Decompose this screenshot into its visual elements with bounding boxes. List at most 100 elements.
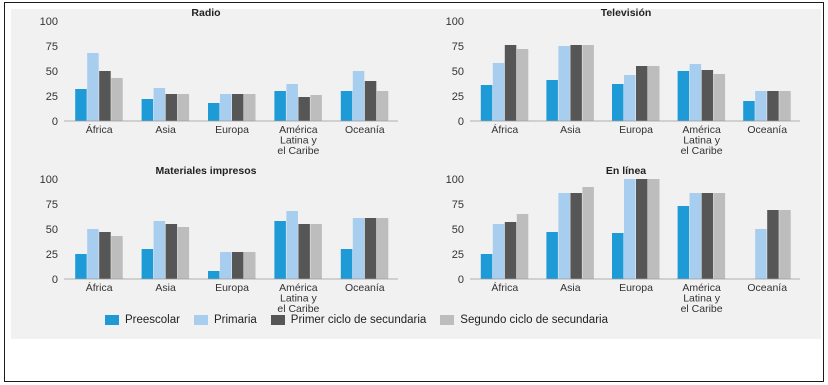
bar-segundo-ciclo-de-secundaria-asia — [582, 45, 594, 121]
legend-label-segundo-ciclo: Segundo ciclo de secundaria — [460, 314, 608, 326]
chart-en-linea: En línea 0 25 50 75 100 África Asia Europa Améric… — [446, 165, 800, 315]
y-tick-label: 0 — [52, 116, 58, 128]
bar-primer-ciclo-de-secundaria-africa — [99, 232, 111, 279]
bar-primaria-africa — [492, 63, 505, 121]
bar-preescolar-america-latina-y-el-caribe — [677, 206, 690, 279]
y-tick-label: 100 — [40, 174, 58, 186]
bar-segundo-ciclo-de-secundaria-asia — [582, 187, 594, 279]
bar-segundo-ciclo-de-secundaria-america-latina-y-el-caribe — [713, 74, 726, 121]
bar-segundo-ciclo-de-secundaria-oceania — [779, 210, 791, 279]
x-tick-label: África — [491, 123, 518, 136]
legend-item-primer-ciclo: Primer ciclo de secundaria — [270, 314, 427, 326]
bar-primer-ciclo-de-secundaria-asia — [570, 45, 582, 121]
bar-preescolar-oceania — [340, 91, 353, 121]
chart-title: Materiales impresos — [156, 165, 257, 177]
bar-primaria-africa — [87, 53, 99, 121]
bar-preescolar-europa — [208, 103, 220, 121]
bar-preescolar-africa — [480, 254, 493, 279]
bar-primer-ciclo-de-secundaria-america-latina-y-el-caribe — [701, 70, 714, 121]
bar-preescolar-europa — [208, 271, 220, 279]
x-tick-label: África — [86, 281, 113, 294]
bar-preescolar-africa — [75, 254, 87, 279]
bar-segundo-ciclo-de-secundaria-africa — [516, 49, 529, 121]
bar-primaria-oceania — [755, 91, 767, 121]
x-tick-label: Oceanía — [747, 124, 787, 136]
bar-preescolar-asia — [546, 232, 558, 279]
bar-segundo-ciclo-de-secundaria-america-latina-y-el-caribe — [713, 193, 726, 279]
bar-segundo-ciclo-de-secundaria-america-latina-y-el-caribe — [310, 224, 322, 279]
bar-segundo-ciclo-de-secundaria-europa — [648, 66, 660, 121]
legend-item-preescolar: Preescolar — [105, 314, 180, 326]
bar-segundo-ciclo-de-secundaria-america-latina-y-el-caribe — [310, 95, 322, 121]
x-tick-label: Europa — [215, 282, 249, 294]
y-tick-label: 25 — [46, 249, 58, 261]
bar-segundo-ciclo-de-secundaria-asia — [177, 94, 190, 121]
bar-primaria-america-latina-y-el-caribe — [689, 64, 702, 121]
x-tick-label: África — [491, 281, 518, 294]
bar-preescolar-asia — [546, 80, 558, 121]
y-tick-label: 25 — [452, 91, 464, 103]
y-tick-label: 0 — [458, 274, 464, 286]
y-tick-label: 75 — [452, 41, 464, 53]
y-tick-label: 75 — [46, 41, 58, 53]
bar-primer-ciclo-de-secundaria-america-latina-y-el-caribe — [298, 224, 310, 279]
x-tick-label: América Latina y el Caribe — [681, 124, 723, 157]
bar-segundo-ciclo-de-secundaria-oceania — [376, 218, 389, 279]
bar-preescolar-asia — [141, 249, 154, 279]
y-tick-label: 75 — [452, 199, 464, 211]
chart-legend: Preescolar Primaria Primer ciclo de secu… — [105, 314, 622, 326]
bar-primer-ciclo-de-secundaria-europa — [636, 179, 648, 279]
legend-label-primer-ciclo: Primer ciclo de secundaria — [290, 314, 427, 326]
legend-swatch-primer-ciclo — [270, 315, 285, 325]
y-tick-label: 50 — [452, 66, 464, 78]
bar-primer-ciclo-de-secundaria-europa — [232, 252, 244, 279]
x-tick-label: Oceanía — [747, 282, 787, 294]
bar-primer-ciclo-de-secundaria-europa — [232, 94, 244, 121]
bar-preescolar-america-latina-y-el-caribe — [274, 221, 286, 279]
chart-materiales-impresos: Materiales impresos 0 25 50 75 100 África Asia E… — [40, 165, 398, 315]
bar-primaria-europa — [624, 179, 636, 279]
x-tick-label: América Latina y el Caribe — [277, 282, 319, 315]
x-tick-label: Europa — [215, 124, 249, 136]
chart-radio: Radio 0 25 50 75 100 África Asia Europa América La… — [40, 7, 398, 157]
bar-primaria-america-latina-y-el-caribe — [689, 193, 702, 279]
bar-segundo-ciclo-de-secundaria-europa — [244, 252, 256, 279]
bar-segundo-ciclo-de-secundaria-africa — [516, 214, 529, 279]
bar-primer-ciclo-de-secundaria-asia — [165, 224, 178, 279]
bar-primaria-oceania — [755, 229, 767, 279]
y-tick-label: 50 — [46, 224, 58, 236]
legend-label-preescolar: Preescolar — [125, 314, 180, 326]
y-tick-label: 50 — [452, 224, 464, 236]
bar-primaria-europa — [220, 94, 232, 121]
legend-label-primaria: Primaria — [213, 314, 257, 326]
legend-item-segundo-ciclo: Segundo ciclo de secundaria — [440, 314, 608, 326]
bar-primer-ciclo-de-secundaria-america-latina-y-el-caribe — [298, 97, 310, 121]
bar-segundo-ciclo-de-secundaria-asia — [177, 227, 190, 279]
y-tick-label: 75 — [46, 199, 58, 211]
bar-preescolar-oceania — [340, 249, 353, 279]
chart-title: En línea — [606, 165, 646, 177]
y-tick-label: 100 — [40, 16, 58, 28]
y-tick-label: 25 — [46, 91, 58, 103]
x-tick-label: África — [86, 123, 113, 136]
bar-preescolar-america-latina-y-el-caribe — [274, 91, 286, 121]
bar-primer-ciclo-de-secundaria-europa — [636, 66, 648, 121]
charts-panel — [11, 9, 821, 339]
x-tick-label: Asia — [560, 282, 581, 294]
bar-primaria-asia — [558, 46, 570, 121]
bar-preescolar-europa — [612, 84, 624, 121]
bar-primer-ciclo-de-secundaria-oceania — [364, 218, 377, 279]
bar-primer-ciclo-de-secundaria-africa — [99, 71, 111, 121]
legend-swatch-preescolar — [105, 315, 119, 325]
x-tick-label: Europa — [619, 282, 653, 294]
bar-preescolar-oceania — [743, 101, 755, 121]
bar-segundo-ciclo-de-secundaria-africa — [111, 78, 123, 121]
bar-segundo-ciclo-de-secundaria-africa — [111, 236, 123, 279]
bar-preescolar-asia — [141, 99, 154, 121]
y-tick-label: 0 — [52, 274, 58, 286]
bar-primer-ciclo-de-secundaria-oceania — [767, 91, 779, 121]
bar-primer-ciclo-de-secundaria-asia — [165, 94, 178, 121]
bar-primaria-america-latina-y-el-caribe — [286, 211, 298, 279]
figure-frame — [4, 2, 824, 382]
